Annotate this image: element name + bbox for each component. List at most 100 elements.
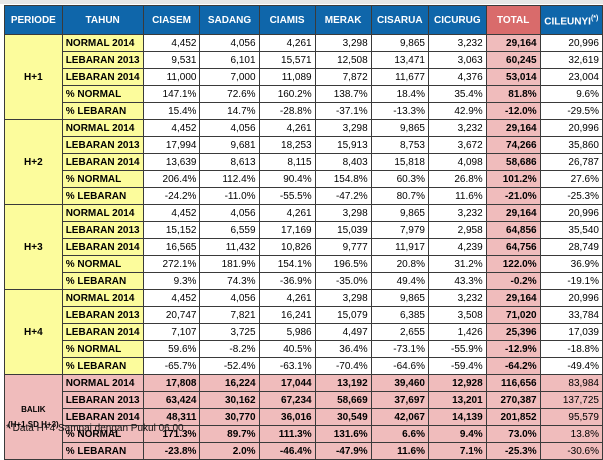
cell-cicurug: 26.8% [427,170,487,188]
cell-cicurug: 3,232 [427,289,487,307]
cell-ciasem: 4,452 [142,34,201,52]
row-label: LEBARAN 2013 [61,391,144,409]
cell-ciasem: 63,424 [142,391,201,409]
cell-merak: 3,298 [314,204,372,222]
cell-total: -25.3% [485,442,541,460]
cell-sadang: 16,224 [199,374,260,392]
cell-merak: 8,403 [314,153,372,171]
cell-ciamis: 11,089 [258,68,316,86]
cell-cicurug: 3,063 [427,51,487,69]
cell-cileunyi: -18.8% [539,340,603,358]
cell-cisarua: 11,917 [370,238,429,256]
table-row: % NORMAL 206.4% 112.4% 90.4% 154.8% 60.3% 26.8… [5,170,603,188]
row-label: LEBARAN 2014 [61,68,144,86]
cell-ciasem: 9,531 [142,51,201,69]
cell-sadang: -11.0% [199,187,260,205]
cell-cicurug: 14,139 [427,408,487,426]
cell-ciasem: 272.1% [142,255,201,273]
cell-cisarua: 49.4% [370,272,429,290]
table-row: LEBARAN 2013 63,424 30,162 67,234 58,669 37,6… [5,391,603,409]
table-row: LEBARAN 2013 15,152 6,559 17,169 15,039 7,979… [5,221,603,239]
cell-total: 53,014 [485,68,541,86]
row-label: % NORMAL [61,85,144,103]
footnote: * Data H+4 Sampai dengan Pukul 06.00 [6,423,184,434]
cell-merak: 15,913 [314,136,372,154]
cell-cileunyi: 83,984 [539,374,603,392]
table-row: BALIK (H+1 SD H+3) NORMAL 2014 17,808 16,224… [4,374,603,460]
row-label: NORMAL 2014 [61,289,144,307]
row-label: LEBARAN 2014 [61,323,144,341]
cell-cicurug: 31.2% [427,255,487,273]
cell-total: -12.0% [485,102,541,120]
cell-cileunyi: -30.6% [539,442,603,460]
cell-merak: -47.9% [314,442,372,460]
cell-ciamis: 160.2% [258,85,316,103]
table-row: LEBARAN 2013 20,747 7,821 16,241 15,079 6,385… [5,306,603,324]
period-cell: H+1 [4,34,63,120]
period-label: H+3 [24,241,43,253]
period-label: H+1 [24,71,43,83]
cell-cisarua: 60.3% [370,170,429,188]
table-row: H+4 NORMAL 2014 4,452 4,056 4,261 3,298 9,865 3… [4,289,603,375]
cell-cisarua: 7,979 [370,221,429,239]
header-merak: MERAK [314,5,372,35]
row-label: LEBARAN 2014 [61,153,144,171]
row-label: LEBARAN 2013 [61,136,144,154]
cell-cicurug: 12,928 [427,374,487,392]
cell-cisarua: 18.4% [370,85,429,103]
header-cisarua: CISARUA [370,5,429,35]
cell-ciamis: 17,169 [258,221,316,239]
cell-ciasem: 48,311 [142,408,201,426]
cell-ciasem: -24.2% [142,187,201,205]
cell-cicurug: 1,426 [427,323,487,341]
row-label: NORMAL 2014 [61,374,144,392]
cell-sadang: 14.7% [199,102,260,120]
cell-cileunyi: -49.4% [539,357,603,375]
cell-total: 270,387 [485,391,541,409]
cell-cisarua: 80.7% [370,187,429,205]
row-label: NORMAL 2014 [61,119,144,137]
cell-total: 60,245 [485,51,541,69]
cell-cileunyi: 27.6% [539,170,603,188]
cell-total: 64,756 [485,238,541,256]
cell-cicurug: 3,508 [427,306,487,324]
cell-ciamis: 17,044 [258,374,316,392]
cell-cisarua: 9,865 [370,289,429,307]
cell-sadang: 74.3% [199,272,260,290]
cell-merak: 154.8% [314,170,372,188]
cell-cicurug: 43.3% [427,272,487,290]
period-label: H+4 [24,326,43,338]
cell-cileunyi: 26,787 [539,153,603,171]
cell-merak: 30,549 [314,408,372,426]
cell-total: -21.0% [485,187,541,205]
header-ciamis: CIAMIS [258,5,316,35]
cell-total: 25,396 [485,323,541,341]
cell-merak: -37.1% [314,102,372,120]
row-label: % LEBARAN [61,187,144,205]
cell-sadang: 6,559 [199,221,260,239]
cell-merak: 138.7% [314,85,372,103]
table-row: % NORMAL 147.1% 72.6% 160.2% 138.7% 18.4% 35.4… [5,85,603,103]
cell-ciasem: 9.3% [142,272,201,290]
cell-total: -0.2% [485,272,541,290]
row-label: % NORMAL [61,170,144,188]
cell-cicurug: 2,958 [427,221,487,239]
row-label: LEBARAN 2014 [61,408,144,426]
cell-cileunyi: -25.3% [539,187,603,205]
cell-merak: 36.4% [314,340,372,358]
header-periode: PERIODE [4,5,63,35]
cell-sadang: -52.4% [199,357,260,375]
cell-ciasem: 4,452 [142,119,201,137]
cell-cileunyi: 35,860 [539,136,603,154]
cell-ciasem: 17,808 [142,374,201,392]
cell-cisarua: 9,865 [370,204,429,222]
cell-ciasem: 13,639 [142,153,201,171]
header-ciasem: CIASEM [142,5,201,35]
table-row: H+1 NORMAL 2014 4,452 4,056 4,261 3,298 9,865 3… [4,34,603,120]
cell-merak: 3,298 [314,119,372,137]
cell-ciasem: 15,152 [142,221,201,239]
cell-cisarua: -13.3% [370,102,429,120]
cell-ciamis: -55.5% [258,187,316,205]
cell-cileunyi: 32,619 [539,51,603,69]
cell-sadang: 9,681 [199,136,260,154]
